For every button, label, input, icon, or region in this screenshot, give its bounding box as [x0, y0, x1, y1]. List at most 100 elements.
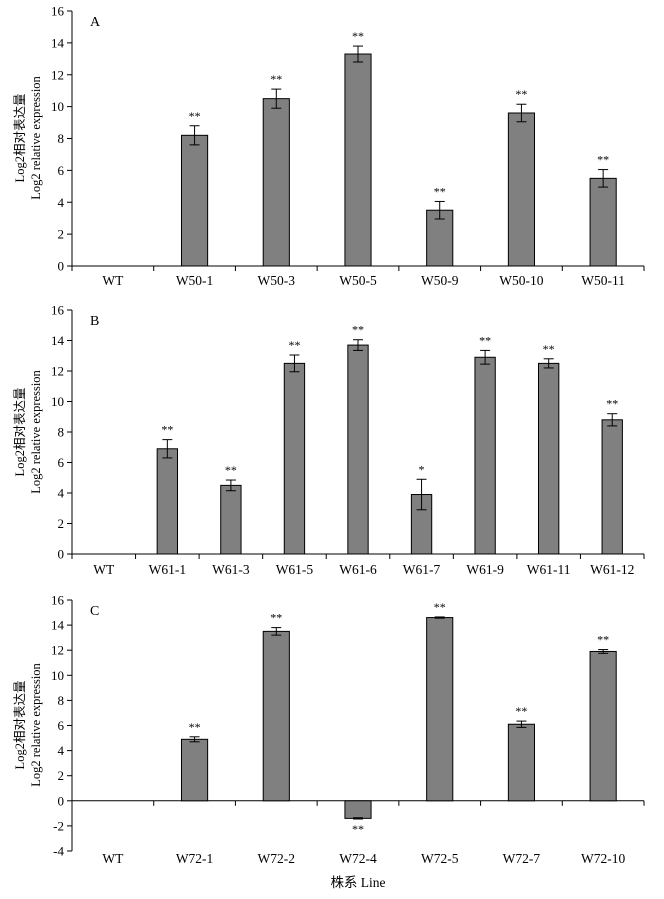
bar [344, 800, 372, 819]
y-tick-label: 12 [51, 67, 64, 82]
y-tick-label: 2 [58, 768, 65, 783]
y-tick-label: -4 [53, 844, 64, 859]
y-tick-label: 8 [58, 425, 65, 440]
y-tick-label: 10 [51, 394, 64, 409]
x-tick-label: WT [102, 273, 124, 288]
bar [426, 617, 454, 802]
y-tick-label: 2 [58, 227, 65, 242]
y-tick-label: 6 [58, 455, 65, 470]
panel-label: A [90, 15, 101, 30]
x-tick-label: W50-9 [421, 273, 459, 288]
y-axis-label-zh: Log2相对表达量 [13, 388, 27, 477]
y-tick-label: 14 [51, 618, 65, 633]
y-axis-label-en: Log2 relative expression [29, 75, 43, 199]
y-tick-label: 0 [58, 259, 65, 274]
x-tick-label: W50-11 [581, 273, 625, 288]
y-tick-label: 0 [58, 547, 65, 562]
x-tick-label: WT [93, 562, 115, 577]
bar [262, 98, 290, 267]
x-tick-label: W61-7 [403, 562, 441, 577]
significance-label: ** [189, 109, 201, 123]
bar [537, 362, 560, 555]
chart-panel-b: 0 2 4 6 8 10 12 14 16 B WT ** W61-1 ** W61-3 ** W61-5 ** W… [13, 303, 645, 577]
bar [589, 177, 617, 267]
x-tick-label: W50-3 [258, 273, 296, 288]
y-axis-label: Log2相对表达量 Log2 relative expression [13, 369, 43, 493]
x-tick-label: W50-10 [499, 273, 543, 288]
significance-label: ** [515, 87, 527, 101]
y-tick-label: 8 [58, 131, 65, 146]
bar [507, 723, 536, 802]
significance-label: ** [597, 633, 609, 647]
significance-label: ** [434, 184, 446, 198]
bar [507, 112, 536, 267]
y-axis-label-en: Log2 relative expression [29, 662, 43, 786]
bar [180, 738, 209, 802]
bar [283, 362, 306, 555]
significance-label: ** [434, 600, 446, 614]
y-axis-label-zh: Log2相对表达量 [13, 94, 27, 183]
significance-label: * [419, 462, 425, 476]
x-tick-label: W61-5 [276, 562, 314, 577]
x-tick-label: W72-1 [176, 851, 214, 866]
significance-label: ** [352, 822, 364, 836]
y-tick-label: 4 [58, 743, 65, 758]
bar [344, 53, 372, 267]
y-tick-label: 6 [58, 163, 65, 178]
x-tick-label: W50-1 [176, 273, 214, 288]
bar [156, 448, 179, 555]
y-tick-label: 14 [51, 35, 65, 50]
significance-label: ** [479, 333, 491, 347]
significance-label: ** [288, 338, 300, 352]
x-tick-label: W50-5 [339, 273, 377, 288]
x-tick-label: W72-10 [581, 851, 625, 866]
x-tick-label: WT [102, 851, 124, 866]
x-tick-label: W61-1 [149, 562, 187, 577]
y-tick-label: -2 [53, 818, 64, 833]
bar [220, 484, 242, 555]
x-tick-label: W61-9 [466, 562, 504, 577]
x-tick-label: W61-11 [527, 562, 571, 577]
bar [347, 344, 369, 555]
bar [589, 650, 617, 802]
x-tick-label: W72-4 [339, 851, 377, 866]
bar [601, 419, 623, 555]
y-axis-label-en: Log2 relative expression [29, 369, 43, 493]
y-axis-label: Log2相对表达量 Log2 relative expression [13, 662, 43, 786]
bar [426, 209, 454, 267]
significance-label: ** [597, 153, 609, 167]
y-tick-label: 10 [51, 99, 64, 114]
bar [262, 630, 290, 802]
x-tick-label: W72-5 [421, 851, 459, 866]
panel-label: C [90, 604, 99, 619]
significance-label: ** [606, 397, 618, 411]
y-axis-label: Log2相对表达量 Log2 relative expression [13, 75, 43, 199]
significance-label: ** [352, 323, 364, 337]
y-tick-label: 16 [51, 303, 65, 318]
significance-label: ** [543, 342, 555, 356]
x-tick-label: W61-12 [590, 562, 634, 577]
significance-label: ** [189, 720, 201, 734]
panel-label: B [90, 314, 99, 329]
y-tick-label: 12 [51, 643, 64, 658]
x-tick-label: W61-6 [339, 562, 377, 577]
y-tick-label: 14 [51, 333, 65, 348]
significance-label: ** [352, 29, 364, 43]
chart-panel-a: 0 2 4 6 8 10 12 14 16 A WT ** W50-1 ** W50-3 ** W50-5 ** W… [13, 4, 645, 288]
x-tick-label: W72-2 [258, 851, 296, 866]
x-tick-label: W61-3 [212, 562, 250, 577]
y-tick-label: 4 [58, 195, 65, 210]
significance-label: ** [270, 611, 282, 625]
y-tick-label: 10 [51, 668, 64, 683]
y-tick-label: 4 [58, 486, 65, 501]
y-axis-label-zh: Log2相对表达量 [13, 681, 27, 770]
significance-label: ** [225, 463, 237, 477]
y-tick-label: 8 [58, 693, 65, 708]
y-tick-label: 16 [51, 593, 65, 608]
bar [474, 356, 496, 555]
x-axis-label: 株系 Line [330, 875, 385, 890]
y-tick-label: 16 [51, 4, 65, 19]
y-tick-label: 6 [58, 718, 65, 733]
x-tick-label: W72-7 [503, 851, 541, 866]
